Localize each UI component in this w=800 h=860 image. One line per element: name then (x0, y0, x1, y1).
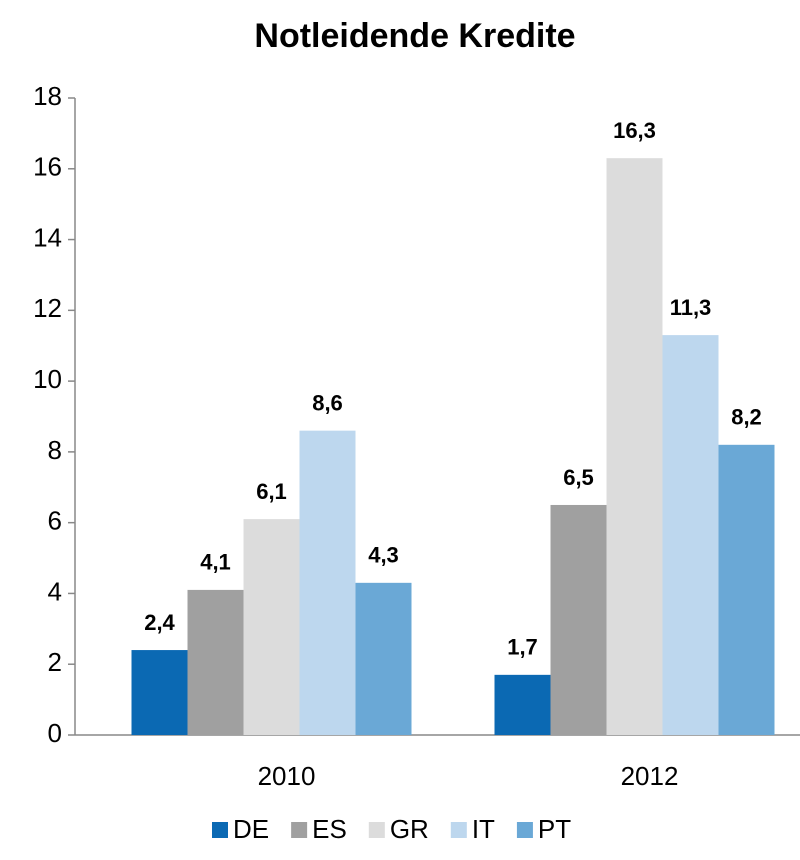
value-label: 11,3 (670, 295, 712, 320)
legend-swatch (450, 822, 467, 838)
y-tick-label: 4 (48, 576, 62, 606)
legend-label: DE (233, 814, 269, 844)
y-tick-label: 10 (33, 364, 62, 394)
value-label: 6,1 (256, 479, 287, 504)
legend-label: ES (312, 814, 347, 844)
legend-swatch (291, 822, 308, 838)
x-tick-label: 2010 (258, 761, 316, 791)
bar (662, 335, 719, 735)
value-label: 8,6 (312, 390, 343, 415)
y-tick-label: 14 (33, 222, 62, 252)
y-tick-label: 16 (33, 152, 62, 182)
bar (355, 582, 412, 735)
legend-label: PT (538, 814, 571, 844)
bar (718, 444, 775, 735)
bar (494, 674, 551, 735)
x-tick-label: 2012 (621, 761, 679, 791)
bar (550, 504, 607, 735)
y-tick-label: 8 (48, 435, 62, 465)
legend-swatch (516, 822, 533, 838)
y-tick-label: 0 (48, 718, 62, 748)
value-label: 16,3 (613, 118, 656, 143)
chart-title: Notleidende Kredite (254, 17, 575, 55)
bar (131, 650, 188, 735)
value-label: 8,2 (731, 405, 762, 430)
y-tick-label: 6 (48, 506, 62, 536)
y-tick-label: 12 (33, 293, 62, 323)
value-label: 4,3 (368, 543, 399, 568)
bar (606, 158, 663, 735)
y-tick-label: 18 (33, 81, 62, 111)
legend-swatch (212, 822, 228, 838)
bar (243, 519, 300, 735)
legend-label: IT (472, 814, 495, 844)
value-label: 1,7 (507, 635, 538, 660)
value-label: 6,5 (563, 465, 594, 490)
bar (187, 589, 244, 735)
legend-swatch (368, 822, 385, 838)
value-label: 2,4 (144, 610, 175, 635)
value-label: 4,1 (200, 550, 231, 575)
y-tick-label: 2 (48, 647, 62, 677)
bar (299, 430, 356, 735)
legend-label: GR (390, 814, 429, 844)
